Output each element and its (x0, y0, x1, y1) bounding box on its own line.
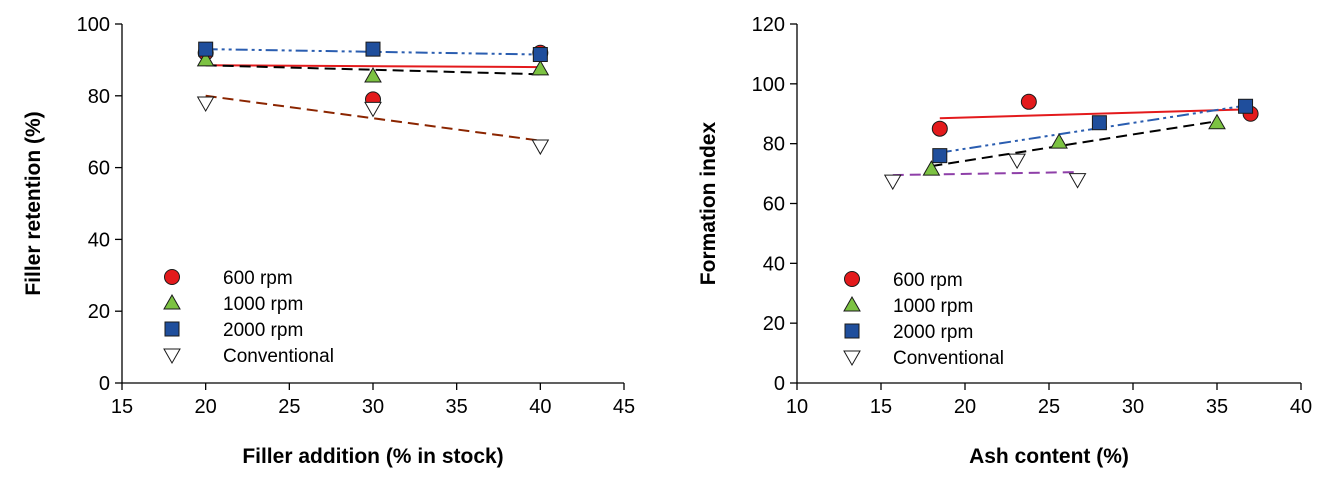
data-point-conventional (1068, 173, 1087, 189)
y-tick-label: 120 (752, 14, 785, 36)
legend-marker-1000-rpm (843, 295, 861, 312)
data-point-conventional (1008, 153, 1026, 170)
legend-label-600-rpm: 600 rpm (893, 270, 963, 291)
data-point-1000-rpm (364, 67, 382, 83)
trend-line-600-rpm (939, 108, 1251, 120)
data-point-2000-rpm (365, 41, 381, 57)
y-tick-label: 80 (763, 134, 785, 156)
data-point-600-rpm (931, 120, 948, 137)
legend-label-conventional: Conventional (893, 348, 1004, 369)
legend-marker-1000-rpm (163, 293, 181, 310)
legend-marker-600-rpm (844, 271, 860, 287)
data-point-conventional (364, 101, 382, 118)
data-point-2000-rpm (1091, 115, 1107, 131)
trend-line-600-rpm (205, 64, 541, 69)
legend-marker-conventional (843, 350, 861, 367)
y-axis-title: Formation index (697, 122, 720, 286)
legend-label-600-rpm: 600 rpm (223, 268, 293, 289)
legend-marker-conventional (163, 348, 181, 365)
data-point-conventional (531, 139, 550, 156)
legend-label-1000-rpm: 1000 rpm (223, 294, 303, 315)
legend: 600 rpm 1000 rpm 2000 rpm Conventional (843, 270, 1004, 369)
legend-marker-600-rpm (164, 269, 180, 285)
x-axis-title: Ash content (%) (969, 445, 1129, 468)
data-point-1000-rpm (1208, 113, 1226, 130)
trend-line-conventional (892, 171, 1078, 177)
x-tick-label: 20 (954, 396, 976, 418)
x-tick-label: 20 (195, 396, 217, 418)
trend-line-conventional (205, 94, 541, 142)
legend-marker-2000-rpm (164, 321, 180, 337)
y-tick-label: 40 (763, 253, 785, 275)
y-tick-label: 20 (88, 301, 110, 323)
legend-label-2000-rpm: 2000 rpm (223, 320, 303, 341)
data-points (883, 93, 1259, 191)
data-point-2000-rpm (532, 47, 548, 63)
y-tick-label: 80 (88, 86, 110, 108)
y-tick-label: 0 (99, 373, 110, 395)
legend-label-conventional: Conventional (223, 346, 334, 367)
data-point-1000-rpm (922, 160, 941, 176)
data-point-2000-rpm (198, 41, 214, 57)
trend-line-1000-rpm (931, 120, 1218, 168)
x-tick-label: 30 (362, 396, 384, 418)
x-axis-title: Filler addition (% in stock) (242, 445, 503, 468)
y-axis-title: Filler retention (%) (22, 111, 45, 295)
y-tick-label: 100 (77, 14, 110, 36)
y-tick-label: 100 (752, 74, 785, 96)
x-tick-label: 15 (111, 396, 133, 418)
data-points (196, 41, 550, 156)
axes: 10 15 20 25 30 35 40 0 20 40 60 80 100 120 (752, 14, 1313, 418)
y-tick-label: 0 (774, 373, 785, 395)
data-point-conventional (196, 96, 215, 112)
legend: 600 rpm 1000 rpm 2000 rpm Conventional (163, 268, 334, 367)
x-tick-label: 15 (870, 396, 892, 418)
legend-marker-2000-rpm (844, 323, 860, 339)
x-tick-label: 35 (1206, 396, 1228, 418)
x-tick-label: 35 (446, 396, 468, 418)
x-tick-label: 45 (613, 396, 635, 418)
trend-lines (205, 48, 541, 142)
y-tick-label: 20 (763, 313, 785, 335)
data-point-2000-rpm (932, 148, 948, 164)
x-tick-label: 40 (529, 396, 551, 418)
y-tick-label: 60 (763, 194, 785, 216)
x-tick-label: 10 (786, 396, 808, 418)
x-tick-label: 40 (1290, 396, 1312, 418)
legend-label-2000-rpm: 2000 rpm (893, 322, 973, 343)
trend-lines (892, 103, 1251, 177)
x-tick-label: 25 (278, 396, 300, 418)
axes: 15 20 25 30 35 40 45 0 20 40 60 80 100 (77, 14, 636, 418)
data-point-1000-rpm (531, 59, 550, 76)
y-tick-label: 60 (88, 158, 110, 180)
legend-label-1000-rpm: 1000 rpm (893, 296, 973, 317)
x-tick-label: 25 (1038, 396, 1060, 418)
left-chart-filler-retention: 15 20 25 30 35 40 45 0 20 40 60 80 100 Filler additio… (22, 14, 635, 468)
y-tick-label: 40 (88, 229, 110, 251)
x-tick-label: 30 (1122, 396, 1144, 418)
data-point-conventional (883, 174, 902, 191)
data-point-2000-rpm (1238, 98, 1254, 114)
data-point-1000-rpm (196, 50, 215, 67)
right-chart-formation-index: 10 15 20 25 30 35 40 0 20 40 60 80 100 120 Ash content… (697, 14, 1312, 468)
trend-line-1000-rpm (205, 64, 541, 76)
data-point-600-rpm (1020, 93, 1037, 110)
data-point-1000-rpm (1050, 133, 1068, 149)
